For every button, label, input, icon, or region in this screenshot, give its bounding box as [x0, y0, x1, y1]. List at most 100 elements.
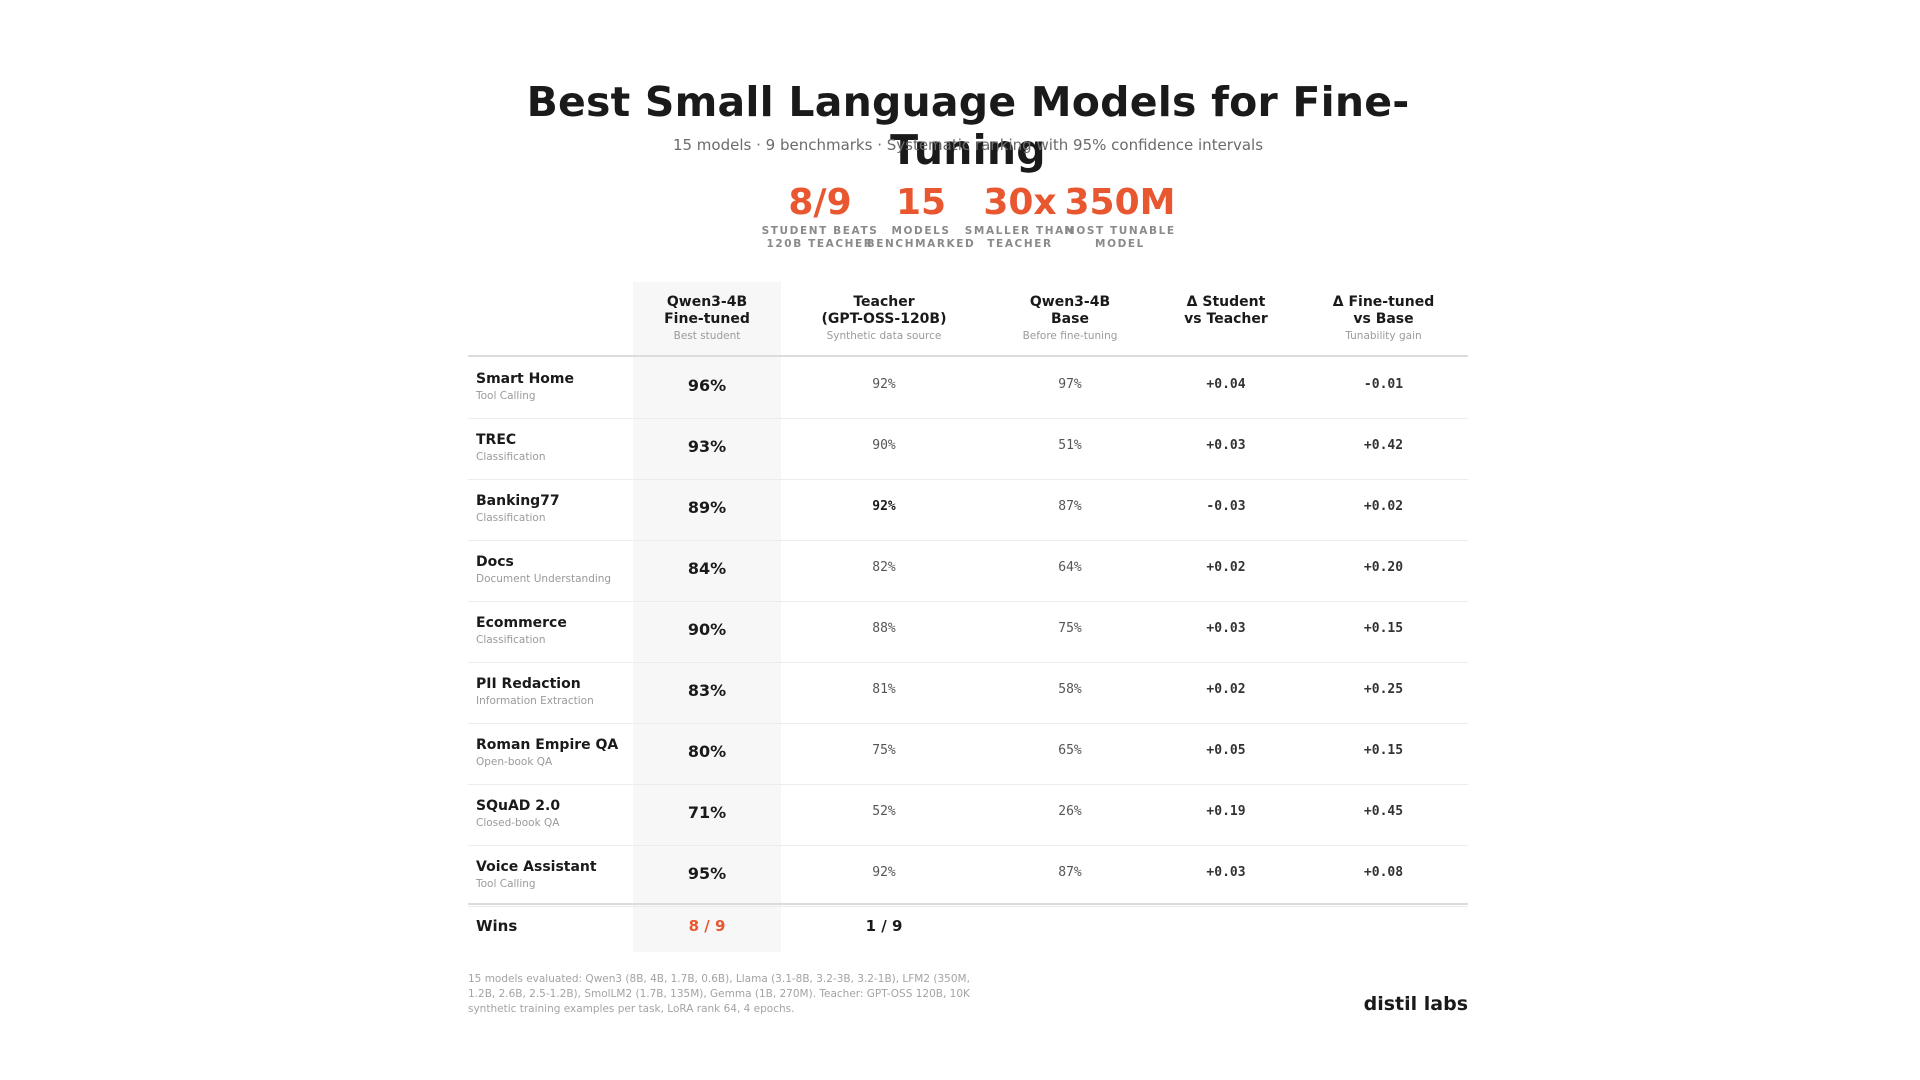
- delta-vs-teacher: +0.03: [1206, 865, 1246, 880]
- benchmark-title: Smart Home: [476, 371, 575, 387]
- delta-vs-teacher: -0.03: [1206, 499, 1246, 514]
- teacher-score: 82%: [872, 560, 896, 575]
- base-score: 87%: [1058, 865, 1082, 880]
- benchmark-name: Roman Empire QA Open-book QA: [476, 737, 618, 768]
- benchmark-category: Document Understanding: [476, 573, 612, 585]
- delta-vs-base: +0.15: [1363, 621, 1404, 636]
- stat-smaller: 30x SMALLER THAN TEACHER: [960, 182, 1080, 251]
- table-row: Docs Document Understanding 84% 82% 64% +0.02…: [468, 540, 1468, 602]
- benchmark-category: Classification: [476, 512, 546, 524]
- delta-vs-base: +0.15: [1363, 743, 1404, 758]
- stat-models: 15 MODELS BENCHMARKED: [861, 182, 981, 251]
- benchmark-title: Roman Empire QA: [476, 737, 619, 753]
- stats-strip: 8/9 STUDENT BEATS 120B TEACHER 15 MODELS B…: [468, 182, 1468, 262]
- delta-vs-base: +0.02: [1363, 499, 1404, 514]
- benchmark-title: PII Redaction: [476, 676, 581, 692]
- header-divider: [468, 355, 1468, 357]
- benchmark-category: Classification: [476, 451, 546, 463]
- wins-finetuned: 8 / 9: [688, 917, 726, 935]
- table-row: PII Redaction Information Extraction 83% 81…: [468, 662, 1468, 724]
- teacher-score: 92%: [872, 865, 896, 880]
- finetuned-score: 83%: [687, 681, 727, 700]
- base-score: 51%: [1058, 438, 1082, 453]
- wins-divider: [468, 903, 1468, 905]
- benchmark-category: Tool Calling: [476, 878, 536, 890]
- base-score: 26%: [1058, 804, 1082, 819]
- benchmark-category: Open-book QA: [476, 756, 553, 768]
- stat-tunable: 350M MOST TUNABLE MODEL: [1060, 182, 1180, 251]
- benchmark-name: Banking77 Classification: [476, 493, 560, 524]
- finetuned-score: 96%: [687, 376, 727, 395]
- table-header: Qwen3-4B Fine-tuned Best student Teacher (G…: [468, 282, 1468, 356]
- base-score: 97%: [1058, 377, 1082, 392]
- table-row: Smart Home Tool Calling 96% 92% 97% +0.04 -0.0…: [468, 357, 1468, 419]
- stat-value: 30x: [983, 182, 1057, 223]
- benchmark-name: Voice Assistant Tool Calling: [476, 859, 597, 890]
- delta-vs-base: +0.08: [1363, 865, 1404, 880]
- base-score: 64%: [1058, 560, 1082, 575]
- table-row: SQuAD 2.0 Closed-book QA 71% 52% 26% +0.19 +0.…: [468, 784, 1468, 846]
- wins-label: Wins: [476, 917, 518, 935]
- teacher-score: 81%: [872, 682, 896, 697]
- delta-vs-base: +0.20: [1363, 560, 1404, 575]
- benchmark-title: Docs: [476, 554, 514, 570]
- delta-vs-teacher: +0.03: [1206, 621, 1246, 636]
- stat-label: MOST TUNABLE MODEL: [1064, 225, 1176, 250]
- table-row: Voice Assistant Tool Calling 95% 92% 87% +0.0…: [468, 845, 1468, 907]
- base-score: 87%: [1058, 499, 1082, 514]
- benchmark-title: Ecommerce: [476, 615, 567, 631]
- table-row: Ecommerce Classification 90% 88% 75% +0.03 +0.…: [468, 601, 1468, 663]
- stat-value: 15: [895, 182, 947, 223]
- delta-vs-base: -0.01: [1363, 377, 1404, 392]
- delta-vs-teacher: +0.02: [1206, 560, 1246, 575]
- base-score: 58%: [1058, 682, 1082, 697]
- table-row: Roman Empire QA Open-book QA 80% 75% 65% +0.0…: [468, 723, 1468, 785]
- finetuned-score: 84%: [687, 559, 727, 578]
- wins-row: Wins 8 / 9 1 / 9: [468, 905, 1468, 951]
- stat-label: MODELS BENCHMARKED: [866, 225, 976, 250]
- stat-label: STUDENT BEATS 120B TEACHER: [761, 225, 879, 250]
- benchmark-category: Classification: [476, 634, 546, 646]
- benchmark-title: SQuAD 2.0: [476, 798, 561, 814]
- finetuned-score: 93%: [687, 437, 727, 456]
- benchmark-title: Banking77: [476, 493, 560, 509]
- benchmark-title: Voice Assistant: [476, 859, 597, 875]
- benchmark-name: SQuAD 2.0 Closed-book QA: [476, 798, 560, 829]
- teacher-score: 75%: [872, 743, 896, 758]
- benchmark-name: Smart Home Tool Calling: [476, 371, 574, 402]
- teacher-score: 52%: [872, 804, 896, 819]
- finetuned-score: 90%: [687, 620, 727, 639]
- delta-vs-base: +0.45: [1363, 804, 1404, 819]
- wins-teacher: 1 / 9: [865, 917, 903, 935]
- page-title: Best Small Language Models for Fine-Tuni…: [526, 78, 1410, 174]
- teacher-score: 92%: [872, 377, 896, 392]
- finetuned-score: 89%: [687, 498, 727, 517]
- teacher-score: 92%: [872, 499, 896, 514]
- delta-vs-teacher: +0.19: [1206, 804, 1246, 819]
- benchmark-category: Tool Calling: [476, 390, 536, 402]
- table-row: Banking77 Classification 89% 92% 87% -0.03 +0.…: [468, 479, 1468, 541]
- finetuned-column-highlight: [633, 282, 781, 952]
- base-score: 65%: [1058, 743, 1082, 758]
- benchmark-title: TREC: [476, 432, 517, 448]
- finetuned-score: 71%: [687, 803, 727, 822]
- stat-value: 8/9: [788, 182, 852, 223]
- delta-vs-base: +0.25: [1363, 682, 1404, 697]
- brand-logo-text: distil labs: [1363, 993, 1468, 1015]
- delta-vs-teacher: +0.04: [1206, 377, 1246, 392]
- stat-label: SMALLER THAN TEACHER: [964, 225, 1076, 250]
- delta-vs-teacher: +0.05: [1206, 743, 1246, 758]
- benchmark-category: Closed-book QA: [476, 817, 560, 829]
- benchmark-name: Ecommerce Classification: [476, 615, 567, 646]
- teacher-score: 88%: [872, 621, 896, 636]
- col-header-finetuned: Qwen3-4B Fine-tuned Best student: [664, 294, 750, 342]
- base-score: 75%: [1058, 621, 1082, 636]
- footnote: 15 models evaluated: Qwen3 (8B, 4B, 1.7B…: [468, 973, 970, 1015]
- page-subtitle: 15 models · 9 benchmarks · Systematic ra…: [672, 136, 1264, 154]
- benchmark-name: PII Redaction Information Extraction: [476, 676, 594, 707]
- stat-value: 350M: [1064, 182, 1176, 223]
- col-header-base: Qwen3-4B Base Before fine-tuning: [1022, 294, 1118, 342]
- benchmark-category: Information Extraction: [476, 695, 594, 707]
- teacher-score: 90%: [872, 438, 896, 453]
- table-row: TREC Classification 93% 90% 51% +0.03 +0.42: [468, 418, 1468, 480]
